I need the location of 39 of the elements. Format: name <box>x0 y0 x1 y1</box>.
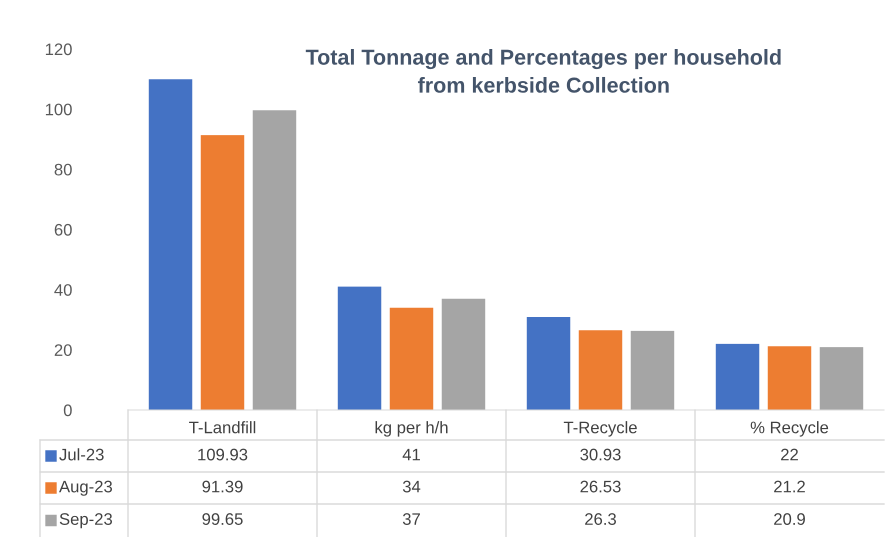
bar <box>252 110 296 410</box>
bar <box>442 298 486 410</box>
legend-label: Sep-23 <box>60 513 112 528</box>
y-tick-label: 120 <box>46 43 72 56</box>
data-label: 21.2 <box>774 480 805 492</box>
legend-label: Aug-23 <box>59 480 112 496</box>
x-tick-label: T-Recycle <box>564 421 637 437</box>
data-label: 41 <box>402 448 420 460</box>
data-label: 37 <box>402 513 420 525</box>
y-tick-label: 20 <box>54 344 72 356</box>
x-tick-label: % Recycle <box>750 421 828 437</box>
bar <box>578 330 622 410</box>
x-tick-label: T-Landfill <box>189 421 256 434</box>
bar <box>630 330 674 410</box>
data-label: 34 <box>402 480 420 492</box>
bar <box>390 308 434 410</box>
y-tick-label: 100 <box>46 104 72 116</box>
x-tick-label: kg per h/h <box>376 421 448 437</box>
bar <box>820 347 864 410</box>
data-label: 30.93 <box>580 448 621 460</box>
data-label: 109.93 <box>198 448 248 460</box>
bar <box>338 286 382 410</box>
y-tick-label: 40 <box>54 284 72 296</box>
y-tick-label: 80 <box>54 164 72 176</box>
data-label: 26.53 <box>580 480 621 492</box>
y-tick-label: 0 <box>64 404 72 416</box>
y-tick-label: 60 <box>54 224 72 236</box>
bar <box>200 135 244 410</box>
legend-label: Jul-23 <box>59 448 104 460</box>
data-label: 20.9 <box>774 513 805 525</box>
text: Total Tonnage and Percentages per household from kerbside Collection <box>306 49 781 93</box>
data-label: 26.3 <box>585 513 616 525</box>
data-label: 99.65 <box>202 513 243 525</box>
bar <box>768 346 812 410</box>
bar <box>526 316 570 410</box>
bar <box>148 79 192 410</box>
data-label: 22 <box>781 448 798 460</box>
bar <box>716 344 760 410</box>
data-label: 91.39 <box>202 480 243 492</box>
